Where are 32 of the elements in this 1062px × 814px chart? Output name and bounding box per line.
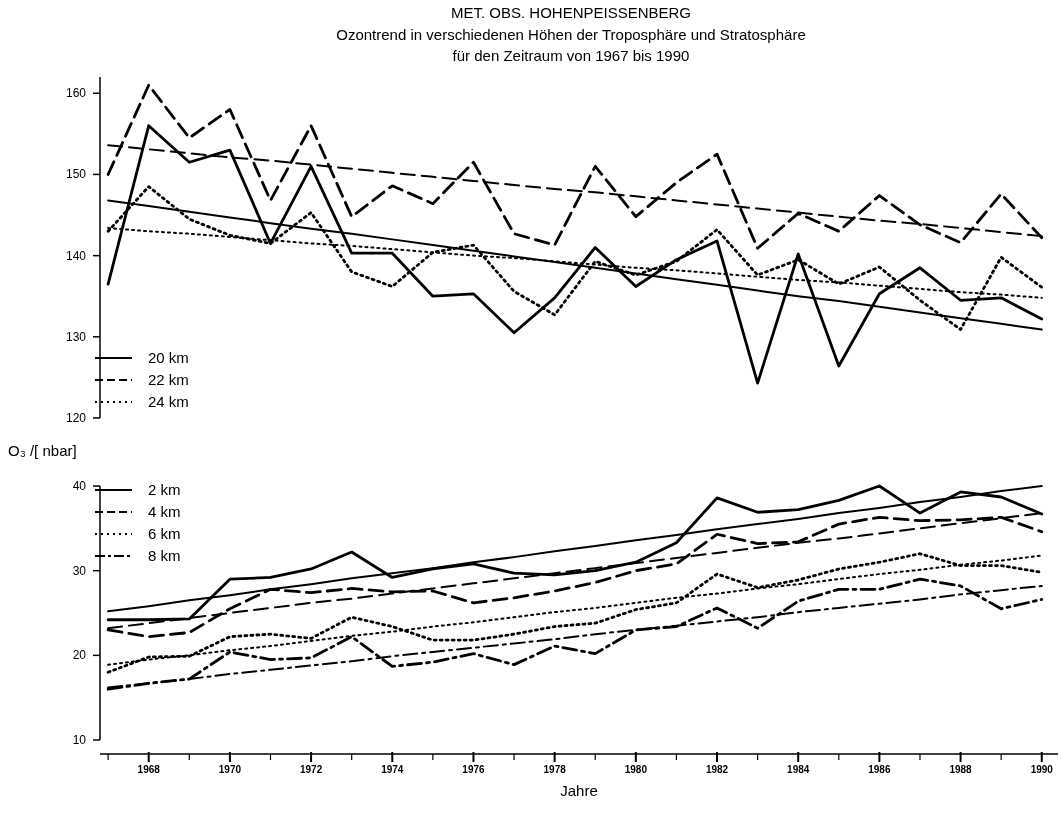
y-tick-label: 150 — [65, 167, 87, 182]
y-tick-label: 10 — [72, 733, 87, 747]
legend-label: 24 km — [148, 393, 189, 410]
legend-label: 6 km — [148, 525, 181, 542]
x-tick-label: 1980 — [624, 764, 648, 775]
y-tick-label: 130 — [65, 329, 87, 344]
chart-title: MET. OBS. HOHENPEISSENBERG — [450, 4, 692, 21]
y-tick-label: 120 — [65, 411, 87, 425]
x-tick-label: 1976 — [462, 764, 486, 775]
x-tick-label: 1978 — [543, 764, 567, 775]
x-tick-label: 1982 — [705, 764, 729, 775]
y-tick-label: 30 — [72, 563, 87, 578]
y-tick-label: 140 — [65, 248, 87, 263]
x-tick-label: 1984 — [787, 764, 810, 775]
x-tick-label: 1990 — [1030, 764, 1054, 775]
x-tick-label: 1986 — [868, 764, 891, 775]
x-tick-label: 1974 — [381, 764, 404, 775]
chart-subtitle: Ozontrend in verschiedenen Höhen der Troposphäre und Stratosphäre für den Zeitraum von 1967 bis 1990 — [336, 26, 806, 64]
legend-label: 22 km — [148, 371, 189, 388]
legend-label: 20 km — [148, 349, 189, 366]
y-axis-title: O₃ /[ nbar] — [8, 442, 77, 459]
y-tick-label: 20 — [72, 648, 87, 663]
x-axis-title: Jahre — [560, 782, 598, 799]
y-tick-label: 40 — [72, 479, 87, 493]
x-tick-label: 1972 — [299, 764, 323, 775]
x-tick-label: 1988 — [949, 764, 973, 775]
x-tick-label: 1970 — [218, 764, 242, 775]
y-tick-label: 160 — [65, 86, 87, 101]
legend-label: 2 km — [148, 481, 181, 498]
x-tick-label: 1968 — [137, 764, 161, 775]
legend-label: 4 km — [148, 503, 181, 520]
legend-label: 8 km — [148, 547, 181, 564]
